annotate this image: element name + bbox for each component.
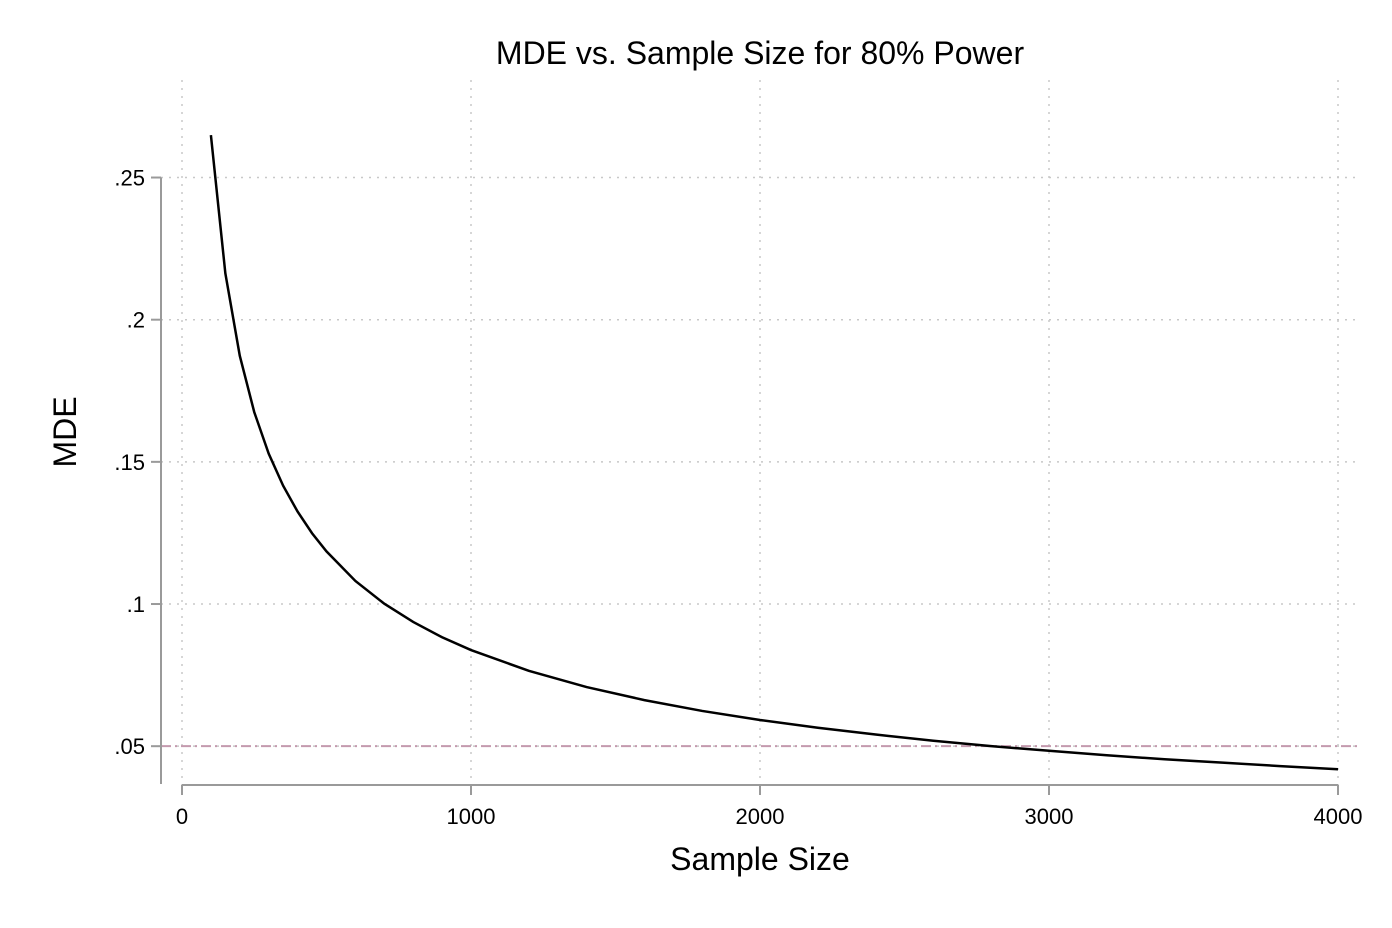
x-tick-label: 4000: [1314, 804, 1363, 829]
y-tick-label: .15: [114, 450, 145, 475]
grid-layer: [161, 80, 1358, 785]
series-layer: [209, 135, 1339, 771]
x-tick-label: 2000: [736, 804, 785, 829]
y-tick-label: .05: [114, 734, 145, 759]
y-tick-label: .2: [127, 308, 145, 333]
y-axis-title: MDE: [47, 396, 83, 467]
axes-layer: [160, 177, 1338, 786]
x-tick-label: 1000: [447, 804, 496, 829]
tick-layer: .05 .1 .15 .2 .25 0 1000 2000 3000 4000: [114, 166, 1362, 829]
series-line: [209, 135, 1339, 771]
x-tick-label: 3000: [1025, 804, 1074, 829]
x-tick-label: 0: [176, 804, 188, 829]
y-tick-label: .25: [114, 166, 145, 191]
y-tick-label: .1: [127, 592, 145, 617]
x-axis-title: Sample Size: [670, 841, 850, 877]
chart-title: MDE vs. Sample Size for 80% Power: [496, 35, 1025, 71]
